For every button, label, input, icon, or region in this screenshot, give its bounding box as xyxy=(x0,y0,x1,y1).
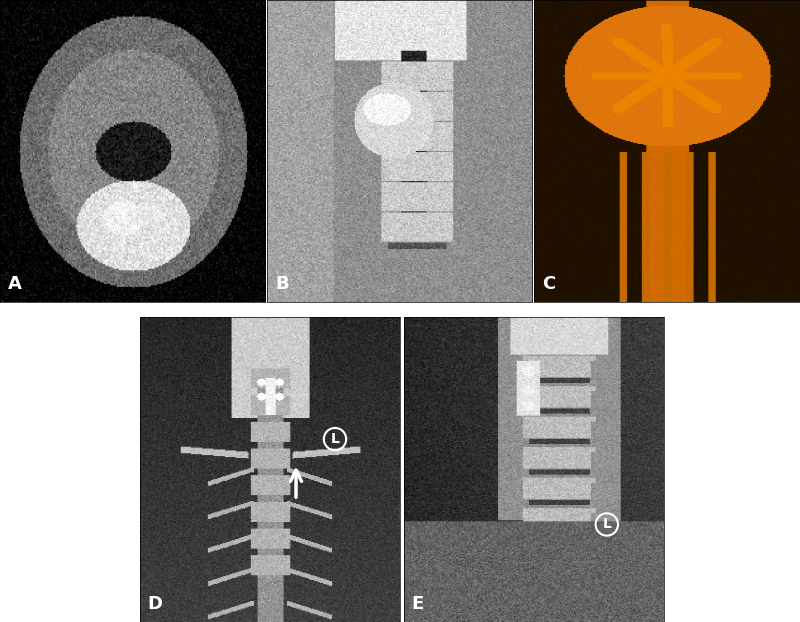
Text: L: L xyxy=(602,518,611,531)
Text: L: L xyxy=(330,432,339,446)
Text: A: A xyxy=(8,275,22,292)
Text: D: D xyxy=(148,595,163,613)
Text: C: C xyxy=(542,275,555,292)
Text: E: E xyxy=(412,595,424,613)
Text: B: B xyxy=(275,275,289,292)
